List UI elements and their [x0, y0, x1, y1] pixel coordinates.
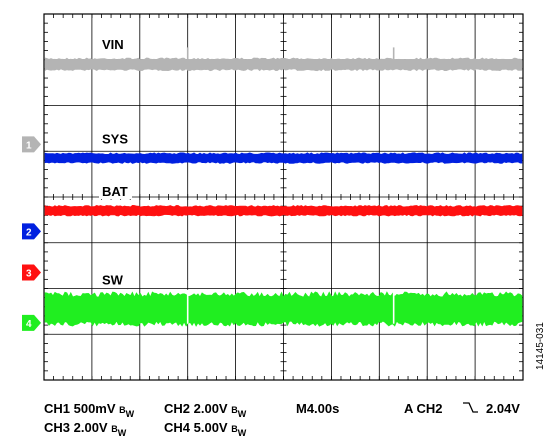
figure-id: 14145-031: [535, 322, 546, 370]
channel-1-marker-label: 1: [26, 140, 32, 151]
channel-4-marker: [22, 314, 41, 331]
trigger-source: A CH2: [404, 401, 443, 416]
channel-label-bg: [99, 184, 132, 200]
trigger-level: 2.04V: [486, 401, 520, 416]
channel-2-marker: [22, 223, 41, 240]
ch1-setting: CH1 500mV BW: [44, 401, 135, 419]
trace-bat: [44, 204, 523, 217]
channel-3-marker-label: 3: [26, 268, 32, 279]
trace-vin: [44, 57, 523, 72]
channel-label-sys: SYS: [102, 132, 128, 147]
ch3-setting: CH3 2.00V BW: [44, 420, 127, 438]
ch2-setting: CH2 2.00V BW: [164, 401, 247, 419]
channel-label-sw: SW: [102, 272, 124, 287]
trace-sw: [44, 291, 523, 327]
falling-edge-icon: [463, 402, 478, 413]
channel-label-bg: [99, 272, 123, 288]
plot-area: [43, 13, 524, 381]
channel-label-bg: [99, 131, 132, 147]
timebase-setting: M4.00s: [296, 401, 339, 416]
channel-1-marker: [22, 136, 41, 153]
channel-4-marker-label: 4: [26, 319, 32, 330]
ground-markers: 1 2 3 4: [22, 136, 41, 331]
channel-3-marker: [22, 264, 41, 281]
channel-label-vin: VIN: [102, 37, 124, 52]
channel-labels: VIN SYS BAT SW: [99, 36, 132, 288]
ch4-setting: CH4 5.00V BW: [164, 420, 247, 438]
channel-label-bg: [99, 36, 132, 52]
trace-sys: [44, 152, 523, 164]
channel-label-bat: BAT: [102, 184, 128, 199]
waveform-traces: [44, 47, 523, 327]
channel-2-marker-label: 2: [26, 227, 32, 238]
